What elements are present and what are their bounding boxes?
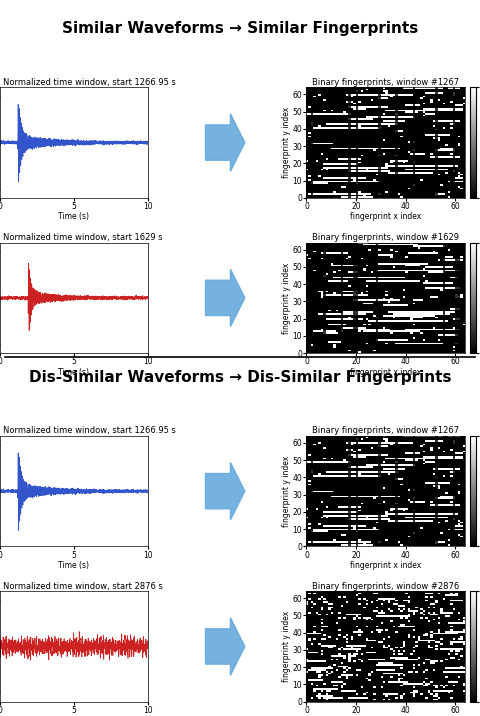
Title: Binary fingerprints, window #2876: Binary fingerprints, window #2876 <box>312 581 459 591</box>
Text: Dis-Similar Waveforms → Dis-Similar Fingerprints: Dis-Similar Waveforms → Dis-Similar Fing… <box>29 370 451 385</box>
X-axis label: fingerprint x index: fingerprint x index <box>350 367 421 377</box>
X-axis label: fingerprint x index: fingerprint x index <box>350 213 421 221</box>
FancyArrow shape <box>205 463 245 520</box>
Y-axis label: fingerprint y index: fingerprint y index <box>282 262 291 334</box>
Text: Normalized time window, start 2876 s: Normalized time window, start 2876 s <box>3 581 163 591</box>
FancyArrow shape <box>205 618 245 675</box>
X-axis label: Time (s): Time (s) <box>59 213 89 221</box>
FancyArrow shape <box>205 114 245 171</box>
Y-axis label: fingerprint y index: fingerprint y index <box>282 107 291 178</box>
Title: Binary fingerprints, window #1267: Binary fingerprints, window #1267 <box>312 77 459 87</box>
X-axis label: Time (s): Time (s) <box>59 367 89 377</box>
X-axis label: Time (s): Time (s) <box>59 561 89 570</box>
Text: Normalized time window, start 1629 s: Normalized time window, start 1629 s <box>3 233 163 242</box>
Y-axis label: fingerprint y index: fingerprint y index <box>282 611 291 682</box>
Title: Binary fingerprints, window #1629: Binary fingerprints, window #1629 <box>312 233 459 242</box>
Text: Normalized time window, start 1266.95 s: Normalized time window, start 1266.95 s <box>3 77 176 87</box>
Text: Similar Waveforms → Similar Fingerprints: Similar Waveforms → Similar Fingerprints <box>62 21 418 37</box>
Y-axis label: fingerprint y index: fingerprint y index <box>282 455 291 527</box>
Title: Binary fingerprints, window #1267: Binary fingerprints, window #1267 <box>312 426 459 435</box>
X-axis label: fingerprint x index: fingerprint x index <box>350 561 421 570</box>
Text: Normalized time window, start 1266.95 s: Normalized time window, start 1266.95 s <box>3 426 176 435</box>
FancyArrow shape <box>205 269 245 326</box>
